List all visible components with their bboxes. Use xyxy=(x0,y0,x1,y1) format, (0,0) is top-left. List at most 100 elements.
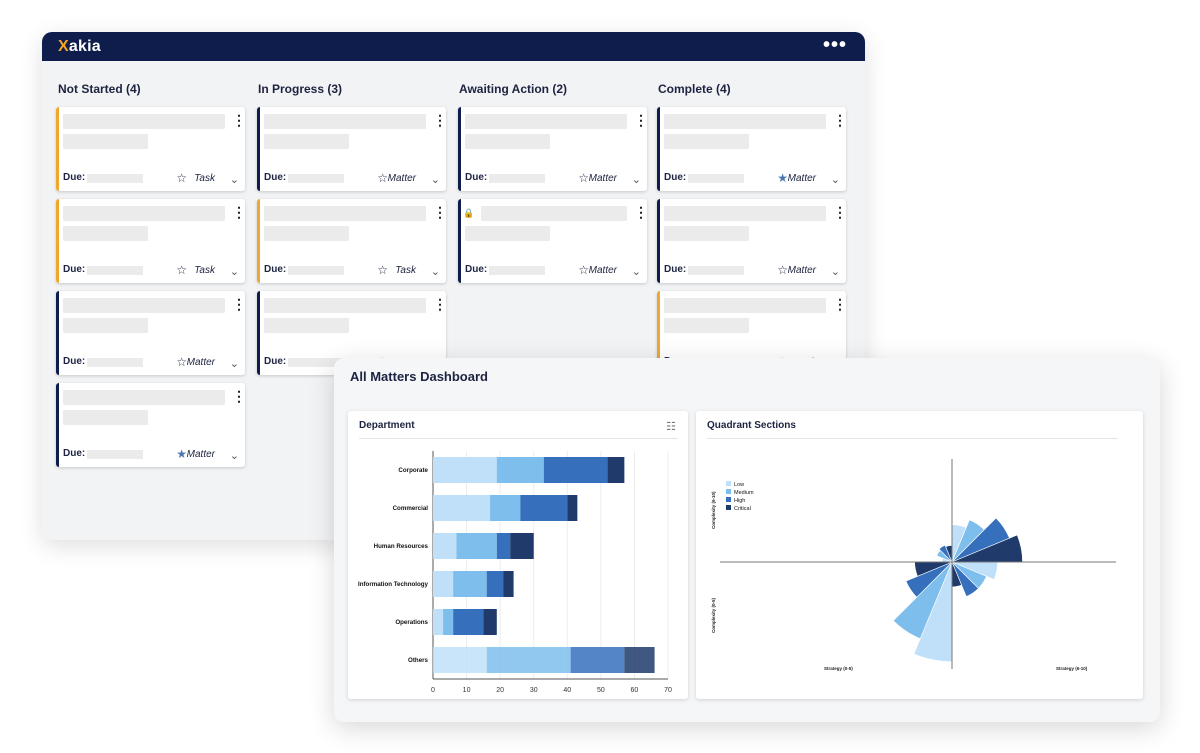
more-vertical-icon[interactable]: ⋮ xyxy=(634,204,648,220)
x-tick-label: 50 xyxy=(597,687,605,694)
kanban-card[interactable]: ⋮ Due: ★ Matter ⌄ xyxy=(657,107,847,191)
legend-label: Low xyxy=(734,482,744,488)
bar-segment xyxy=(486,571,504,597)
more-vertical-icon[interactable]: ⋮ xyxy=(833,296,847,312)
star-icon[interactable]: ☆ xyxy=(377,171,388,185)
more-vertical-icon[interactable]: ⋮ xyxy=(232,112,246,128)
x-tick-label: 40 xyxy=(563,687,571,694)
due-label: Due: xyxy=(264,172,287,183)
chevron-down-icon[interactable]: ⌄ xyxy=(229,174,239,186)
bar-segment xyxy=(624,647,655,673)
category-label: Operations xyxy=(395,619,428,626)
more-vertical-icon[interactable]: ⋮ xyxy=(433,204,447,220)
x-tick-label: 10 xyxy=(463,687,471,694)
legend-swatch xyxy=(726,481,731,486)
star-icon[interactable]: ☆ xyxy=(176,171,187,185)
chevron-down-icon[interactable]: ⌄ xyxy=(631,174,641,186)
column-title-in-progress: In Progress (3) xyxy=(258,82,343,96)
xakia-logo[interactable]: Xakia xyxy=(58,38,101,56)
card-subtitle-placeholder xyxy=(664,134,749,149)
star-icon[interactable]: ★ xyxy=(176,447,187,461)
card-title-placeholder xyxy=(63,114,225,129)
bar-segment xyxy=(570,647,625,673)
card-subtitle-placeholder xyxy=(63,226,148,241)
dashboard-title: All Matters Dashboard xyxy=(350,369,488,384)
star-icon[interactable]: ☆ xyxy=(578,263,589,277)
due-date-placeholder xyxy=(87,174,143,183)
more-vertical-icon[interactable]: ⋮ xyxy=(232,296,246,312)
bar-segment xyxy=(433,571,454,597)
due-label: Due: xyxy=(664,172,687,183)
star-icon[interactable]: ☆ xyxy=(176,355,187,369)
due-label: Due: xyxy=(63,448,86,459)
chevron-down-icon[interactable]: ⌄ xyxy=(229,266,239,278)
star-icon[interactable]: ☆ xyxy=(176,263,187,277)
star-icon[interactable]: ★ xyxy=(777,171,788,185)
star-icon[interactable]: ☆ xyxy=(377,263,388,277)
chevron-down-icon[interactable]: ⌄ xyxy=(830,174,840,186)
more-vertical-icon[interactable]: ⋮ xyxy=(232,204,246,220)
bar-segment xyxy=(496,533,511,559)
chevron-down-icon[interactable]: ⌄ xyxy=(229,358,239,370)
more-vertical-icon[interactable]: ⋮ xyxy=(433,112,447,128)
due-label: Due: xyxy=(264,264,287,275)
card-type-label: Matter xyxy=(588,265,617,276)
kanban-card[interactable]: ⋮ Due: ☆Matter ⌄ xyxy=(458,107,648,191)
more-horizontal-icon[interactable]: ••• xyxy=(822,34,847,56)
card-subtitle-placeholder xyxy=(465,226,550,241)
kanban-card[interactable]: ⋮ Due: ☆ Task ⌄ xyxy=(56,199,246,283)
star-icon[interactable]: ☆ xyxy=(578,171,589,185)
kanban-card[interactable]: ⋮ Due: ☆Matter ⌄ xyxy=(257,107,447,191)
due-label: Due: xyxy=(63,356,86,367)
bar-segment xyxy=(520,495,568,521)
due-label: Due: xyxy=(465,172,488,183)
kanban-card[interactable]: ⋮ Due: ★ Matter ⌄ xyxy=(56,383,246,467)
legend-swatch xyxy=(726,505,731,510)
y-axis-label-bottom: Complexity (0-5) xyxy=(711,597,716,633)
sliders-icon[interactable]: ☷ xyxy=(666,421,676,433)
card-type-label: Task xyxy=(194,173,215,184)
kanban-card[interactable]: ⋮ Due: ☆ Task ⌄ xyxy=(56,107,246,191)
due-label: Due: xyxy=(264,356,287,367)
bar-segment xyxy=(607,457,625,483)
chevron-down-icon[interactable]: ⌄ xyxy=(430,174,440,186)
card-subtitle-placeholder xyxy=(63,318,148,333)
category-label: Human Resources xyxy=(374,543,429,550)
due-date-placeholder xyxy=(288,266,344,275)
more-vertical-icon[interactable]: ⋮ xyxy=(634,112,648,128)
due-date-placeholder xyxy=(87,266,143,275)
chevron-down-icon[interactable]: ⌄ xyxy=(229,450,239,462)
chevron-down-icon[interactable]: ⌄ xyxy=(631,266,641,278)
polar-slice xyxy=(938,544,953,563)
due-date-placeholder xyxy=(688,266,744,275)
chevron-down-icon[interactable]: ⌄ xyxy=(830,266,840,278)
kanban-card[interactable]: 🔒 ⋮ Due: ☆ Matter ⌄ xyxy=(458,199,648,283)
kanban-card[interactable]: ⋮ Due: ☆ Task ⌄ xyxy=(257,199,447,283)
bar-segment xyxy=(433,457,497,483)
card-accent-bar xyxy=(458,199,461,283)
x-tick-label: 30 xyxy=(530,687,538,694)
card-type-label: Task xyxy=(194,265,215,276)
x-axis-label-left: Strategy (0-5) xyxy=(824,666,853,671)
card-type-label: Matter xyxy=(787,173,816,184)
card-subtitle-placeholder xyxy=(664,226,749,241)
card-accent-bar xyxy=(56,383,59,467)
more-vertical-icon[interactable]: ⋮ xyxy=(433,296,447,312)
more-vertical-icon[interactable]: ⋮ xyxy=(833,204,847,220)
kanban-card[interactable]: ⋮ Due: ☆Matter ⌄ xyxy=(56,291,246,375)
due-date-placeholder xyxy=(288,174,344,183)
app-header: Xakia ••• xyxy=(42,32,865,61)
chevron-down-icon[interactable]: ⌄ xyxy=(430,266,440,278)
logo-mark: X xyxy=(58,38,69,55)
legend-swatch xyxy=(726,489,731,494)
kanban-card[interactable]: ⋮ Due: ☆Matter ⌄ xyxy=(657,199,847,283)
more-vertical-icon[interactable]: ⋮ xyxy=(232,388,246,404)
more-vertical-icon[interactable]: ⋮ xyxy=(833,112,847,128)
column-title-awaiting-action: Awaiting Action (2) xyxy=(459,82,567,96)
polar-slice xyxy=(951,561,979,597)
star-icon[interactable]: ☆ xyxy=(777,263,788,277)
card-title-placeholder xyxy=(481,206,627,221)
card-accent-bar xyxy=(257,199,260,283)
card-subtitle-placeholder xyxy=(63,410,148,425)
card-accent-bar xyxy=(257,291,260,375)
